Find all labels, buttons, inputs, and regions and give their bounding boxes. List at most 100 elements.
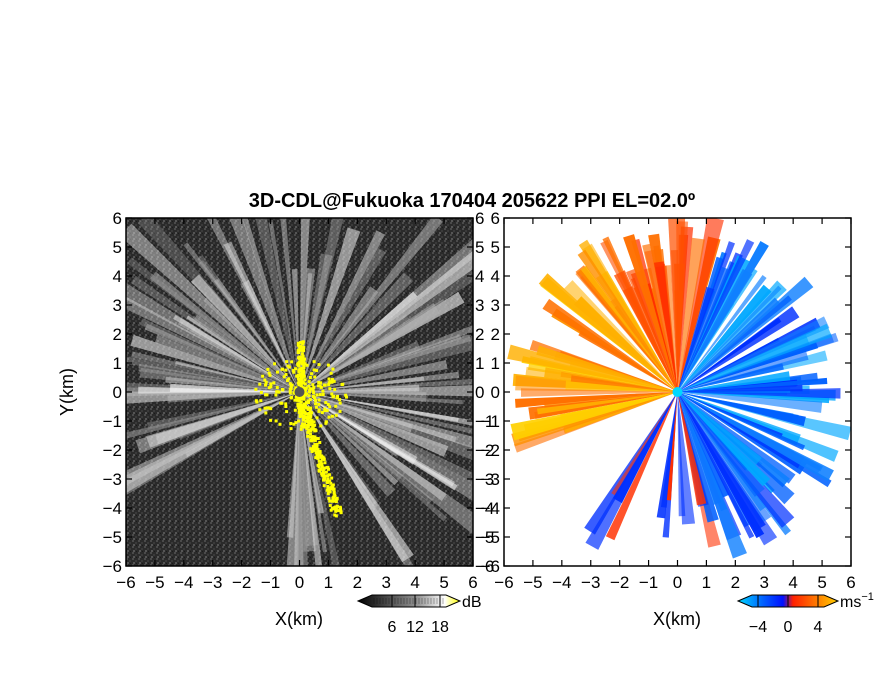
reflectivity-ray — [207, 285, 300, 392]
x-tick-label: 2 — [353, 573, 362, 592]
high-echo-pixel — [307, 380, 311, 384]
high-echo-pixel — [311, 389, 315, 393]
high-echo-pixel — [323, 407, 327, 411]
high-echo-pixel — [324, 401, 328, 405]
reflectivity-ray — [189, 327, 300, 392]
y-tick-label: −5 — [103, 528, 122, 547]
x-tick-label: −6 — [494, 573, 513, 592]
velocity-ray — [677, 323, 833, 392]
reflectivity-ray — [127, 257, 300, 392]
high-echo-pixel — [311, 445, 315, 449]
velocity-ray — [677, 392, 755, 539]
velocity-ray — [578, 265, 678, 392]
high-echo-pixel — [305, 426, 309, 430]
high-echo-pixel — [318, 393, 322, 397]
velocity-ray — [507, 344, 678, 392]
x-tick-label: 1 — [324, 573, 333, 592]
high-echo-pixel — [254, 399, 258, 403]
reflectivity-ray — [299, 218, 344, 392]
velocity-ray — [677, 268, 753, 392]
y-tick-label: 6 — [113, 209, 122, 228]
velocity-ray — [656, 392, 678, 519]
high-echo-pixel — [299, 378, 303, 382]
high-echo-pixel — [269, 385, 273, 389]
y-tick-label: 1 — [491, 354, 500, 373]
high-echo-pixel — [308, 406, 312, 410]
high-echo-pixel — [332, 394, 336, 398]
high-echo-pixel — [315, 453, 319, 457]
high-echo-pixel — [333, 506, 337, 510]
reflectivity-high-echo — [254, 340, 348, 518]
high-echo-pixel — [293, 398, 297, 402]
high-echo-pixel — [287, 365, 291, 369]
high-echo-pixel — [338, 398, 342, 402]
high-echo-pixel — [301, 422, 305, 426]
velocity-ray — [677, 284, 772, 392]
high-echo-pixel — [296, 398, 300, 402]
high-echo-pixel — [289, 421, 293, 425]
reflectivity-ray — [206, 218, 300, 392]
x-tick-label: −4 — [174, 573, 193, 592]
high-echo-pixel — [288, 391, 292, 395]
reflectivity-ray — [126, 392, 300, 493]
high-echo-pixel — [298, 368, 302, 372]
reflectivity-ray — [299, 325, 473, 392]
y-tick-label-right: 5 — [475, 238, 484, 257]
high-echo-pixel — [315, 416, 319, 420]
high-echo-pixel — [303, 390, 307, 394]
velocity-ray — [677, 297, 780, 392]
y-tick-label-right: 3 — [475, 296, 484, 315]
high-echo-pixel — [322, 471, 326, 475]
high-echo-pixel — [290, 383, 294, 387]
high-echo-pixel — [334, 413, 338, 417]
high-echo-pixel — [300, 411, 304, 415]
x-tick-label: 5 — [817, 573, 826, 592]
reflectivity-ray — [268, 222, 300, 392]
high-echo-pixel — [291, 369, 295, 373]
high-echo-pixel — [261, 374, 265, 378]
velocity-colorbar-label: 4 — [814, 619, 823, 636]
velocity-ray — [510, 392, 678, 441]
high-echo-pixel — [263, 378, 267, 382]
reflectivity-ray — [299, 392, 447, 502]
high-echo-pixel — [300, 346, 304, 350]
y-tick-label-right: 2 — [475, 325, 484, 344]
high-echo-pixel — [317, 363, 321, 367]
velocity-ray — [677, 392, 709, 507]
velocity-ray — [677, 371, 791, 392]
high-echo-pixel — [258, 382, 262, 386]
high-echo-pixel — [310, 427, 314, 431]
velocity-ray — [677, 392, 834, 482]
x-tick-label: 0 — [295, 573, 304, 592]
high-echo-pixel — [334, 500, 338, 504]
high-echo-pixel — [323, 409, 327, 413]
velocity-ray — [677, 392, 730, 499]
velocity-colorbar-label: −4 — [749, 619, 767, 636]
velocity-ray — [536, 345, 678, 392]
high-echo-pixel — [334, 498, 338, 502]
high-echo-pixel — [263, 406, 267, 410]
velocity-ray — [677, 237, 706, 392]
high-echo-pixel — [300, 424, 304, 428]
reflectivity-ray — [299, 230, 385, 392]
reflectivity-ray — [299, 392, 418, 465]
high-echo-pixel — [296, 341, 300, 345]
velocity-ray — [677, 266, 731, 392]
high-echo-pixel — [317, 459, 321, 463]
high-echo-pixel — [303, 382, 307, 386]
velocity-ray — [677, 392, 807, 475]
high-echo-pixel — [336, 394, 340, 398]
high-echo-pixel — [300, 381, 304, 385]
high-echo-pixel — [333, 499, 337, 503]
reflectivity-ray — [299, 360, 448, 392]
high-echo-pixel — [295, 374, 299, 378]
high-echo-pixel — [276, 390, 280, 394]
velocity-ray — [677, 268, 758, 392]
high-echo-pixel — [311, 424, 315, 428]
x-tick-label: −3 — [581, 573, 600, 592]
reflectivity-ray — [299, 253, 333, 392]
high-echo-pixel — [331, 483, 335, 487]
x-tick-label: −3 — [203, 573, 222, 592]
